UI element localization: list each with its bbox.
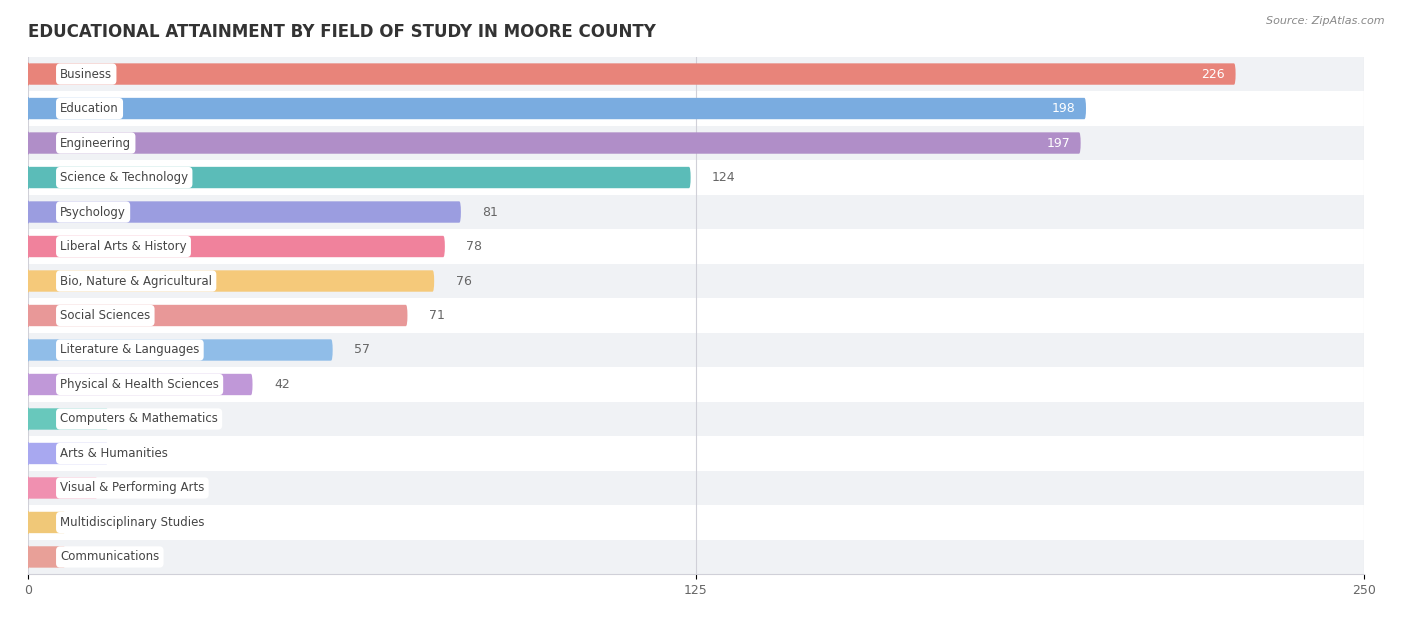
FancyBboxPatch shape	[28, 63, 1236, 85]
Text: Physical & Health Sciences: Physical & Health Sciences	[60, 378, 219, 391]
Text: Visual & Performing Arts: Visual & Performing Arts	[60, 481, 204, 495]
Circle shape	[27, 443, 30, 464]
FancyBboxPatch shape	[28, 270, 434, 292]
Text: Multidisciplinary Studies: Multidisciplinary Studies	[60, 516, 205, 529]
Bar	[28, 367, 1364, 402]
Text: Communications: Communications	[60, 550, 159, 563]
Text: 76: 76	[456, 274, 471, 288]
FancyBboxPatch shape	[28, 408, 108, 430]
Bar	[28, 436, 1364, 471]
Text: Arts & Humanities: Arts & Humanities	[60, 447, 169, 460]
Bar	[28, 264, 1364, 298]
Text: 198: 198	[1052, 102, 1076, 115]
FancyBboxPatch shape	[28, 167, 690, 188]
Text: Education: Education	[60, 102, 120, 115]
Text: 15: 15	[129, 447, 145, 460]
Text: Science & Technology: Science & Technology	[60, 171, 188, 184]
Text: Literature & Languages: Literature & Languages	[60, 343, 200, 357]
Bar	[28, 540, 1364, 574]
Text: Bio, Nature & Agricultural: Bio, Nature & Agricultural	[60, 274, 212, 288]
Text: 78: 78	[467, 240, 482, 253]
Bar	[28, 505, 1364, 540]
Bar	[28, 402, 1364, 436]
Circle shape	[27, 305, 30, 326]
Bar	[28, 160, 1364, 195]
Circle shape	[27, 374, 30, 395]
Circle shape	[27, 167, 30, 188]
Circle shape	[27, 512, 30, 533]
Circle shape	[27, 98, 30, 119]
Text: 15: 15	[129, 413, 145, 425]
Bar	[28, 471, 1364, 505]
Circle shape	[27, 408, 30, 430]
Text: 42: 42	[274, 378, 290, 391]
Bar	[28, 57, 1364, 91]
FancyBboxPatch shape	[28, 546, 66, 568]
Text: 57: 57	[354, 343, 370, 357]
FancyBboxPatch shape	[28, 201, 461, 223]
FancyBboxPatch shape	[28, 98, 1085, 119]
Circle shape	[27, 339, 30, 361]
Text: Computers & Mathematics: Computers & Mathematics	[60, 413, 218, 425]
Text: 13: 13	[120, 481, 135, 495]
FancyBboxPatch shape	[28, 443, 108, 464]
Text: Liberal Arts & History: Liberal Arts & History	[60, 240, 187, 253]
Bar	[28, 298, 1364, 333]
Circle shape	[27, 63, 30, 85]
Bar	[28, 126, 1364, 160]
Circle shape	[27, 133, 30, 154]
FancyBboxPatch shape	[28, 133, 1081, 154]
Circle shape	[27, 236, 30, 257]
Circle shape	[27, 201, 30, 223]
Circle shape	[27, 270, 30, 292]
Text: Engineering: Engineering	[60, 136, 131, 150]
Circle shape	[27, 477, 30, 498]
Text: 81: 81	[482, 206, 498, 218]
Text: Source: ZipAtlas.com: Source: ZipAtlas.com	[1267, 16, 1385, 26]
Text: Social Sciences: Social Sciences	[60, 309, 150, 322]
FancyBboxPatch shape	[28, 374, 253, 395]
Text: 71: 71	[429, 309, 444, 322]
Text: 124: 124	[711, 171, 735, 184]
Circle shape	[27, 546, 30, 568]
Bar	[28, 91, 1364, 126]
FancyBboxPatch shape	[28, 339, 333, 361]
FancyBboxPatch shape	[28, 512, 66, 533]
Text: EDUCATIONAL ATTAINMENT BY FIELD OF STUDY IN MOORE COUNTY: EDUCATIONAL ATTAINMENT BY FIELD OF STUDY…	[28, 23, 657, 42]
Text: 0: 0	[70, 550, 79, 563]
Bar	[28, 333, 1364, 367]
Bar	[28, 229, 1364, 264]
Text: Psychology: Psychology	[60, 206, 127, 218]
Text: Business: Business	[60, 68, 112, 81]
FancyBboxPatch shape	[28, 236, 444, 257]
Text: 197: 197	[1046, 136, 1070, 150]
FancyBboxPatch shape	[28, 477, 97, 498]
Text: 226: 226	[1201, 68, 1225, 81]
FancyBboxPatch shape	[28, 305, 408, 326]
Text: 0: 0	[70, 516, 79, 529]
Bar	[28, 195, 1364, 229]
